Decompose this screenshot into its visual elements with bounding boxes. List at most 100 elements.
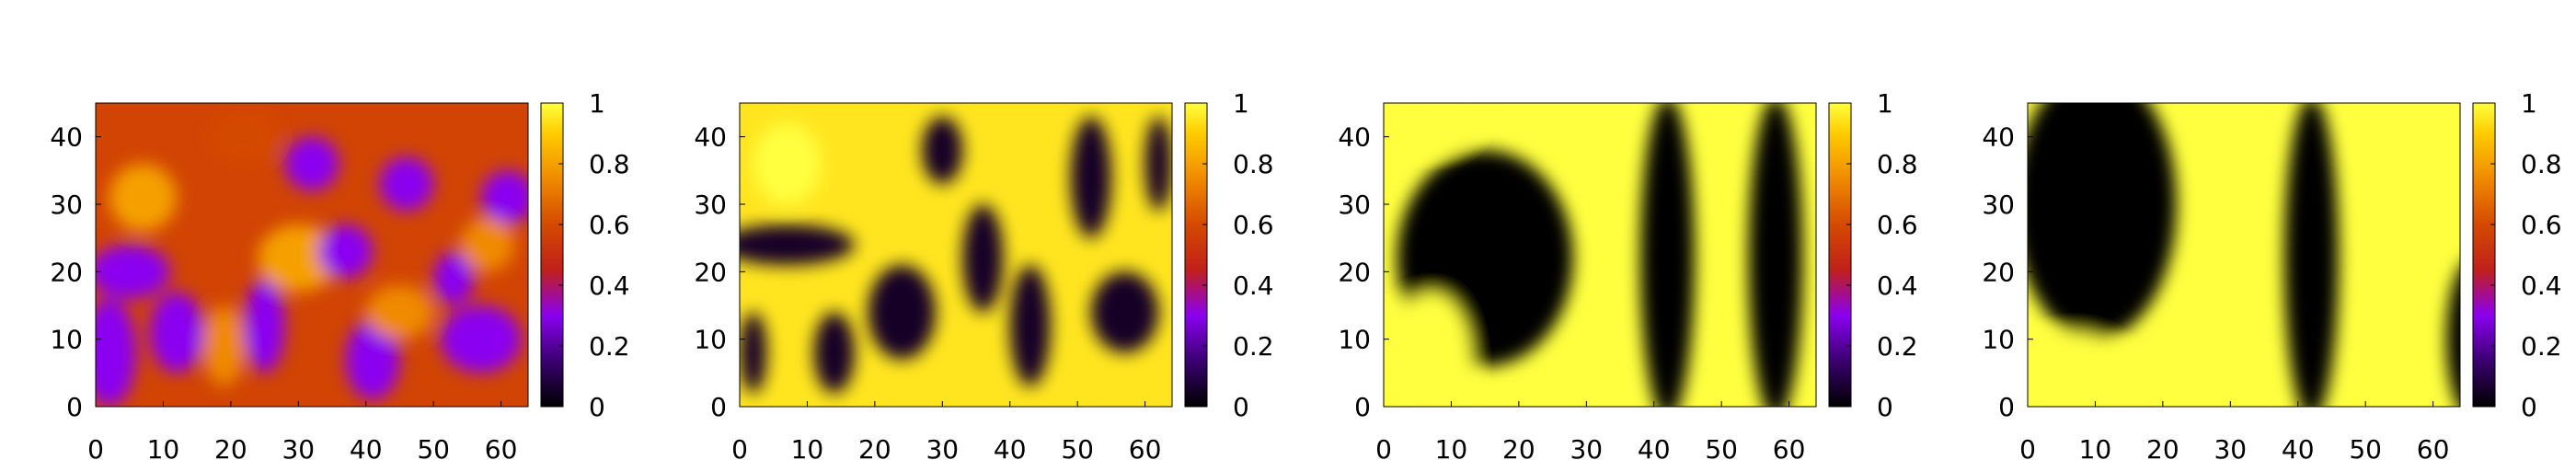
colorbar-gradient: [1828, 102, 1852, 408]
heatmap-field: [2028, 103, 2460, 407]
heatmap-field: [1384, 103, 1816, 407]
x-tick-label: 10: [1435, 434, 1468, 460]
heatmap-region-2: [740, 224, 855, 265]
x-tick-label: 60: [2417, 434, 2450, 460]
y-tick-label: 40: [1338, 122, 1371, 153]
x-tick-label: 50: [417, 434, 450, 460]
x-tick-label: 0: [731, 434, 748, 460]
x-tick-label: 40: [1638, 434, 1671, 460]
heatmap-region-7: [284, 136, 339, 191]
x-tick-label: 20: [858, 434, 891, 460]
heatmap-region-11: [379, 156, 434, 212]
x-tick-label: 30: [2214, 434, 2247, 460]
colorbar-tick-label: 0: [1877, 392, 1893, 422]
x-tick-label: 50: [1705, 434, 1738, 460]
x-tick-label: 20: [214, 434, 247, 460]
heatmap-region-10: [1090, 271, 1159, 353]
heatmap-panel-3: 0 10 20 30 40 50 60 0 10 20 30 40 0 0.2 0.4 0.6 0.8 1: [1338, 88, 1918, 460]
x-tick-label: 50: [2349, 434, 2382, 460]
heatmap-region-7: [962, 203, 1004, 313]
plot-frame: [1383, 102, 1817, 408]
x-tick-label: 40: [2282, 434, 2315, 460]
colorbar-tick-label: 0.4: [589, 270, 630, 301]
y-tick-label: 20: [1982, 257, 2015, 287]
heatmap-region-1: [2028, 103, 2177, 339]
colorbar-tick-label: 0.2: [2521, 331, 2562, 362]
heatmap-field: [740, 103, 1172, 407]
heatmap-region-3: [96, 298, 137, 407]
colorbar-tick-label: 0.4: [1233, 270, 1274, 301]
y-tick-label: 0: [1998, 392, 2015, 422]
y-tick-label: 30: [1338, 190, 1371, 220]
heatmap-region-17: [210, 109, 279, 164]
heatmap-region-1: [753, 123, 822, 204]
heatmap-field: [96, 103, 528, 407]
heatmap-region-16: [460, 217, 515, 272]
x-tick-label: 0: [1375, 434, 1392, 460]
heatmap-region-5: [203, 305, 245, 386]
y-tick-label: 0: [1354, 392, 1371, 422]
heatmap-region-6: [244, 278, 285, 374]
colorbar-tick-label: 1: [1877, 88, 1893, 119]
colorbar-tick-label: 0.4: [1877, 270, 1918, 301]
x-tick-label: 60: [485, 434, 518, 460]
colorbar-tick-label: 0.6: [1233, 210, 1274, 240]
heatmap-region-10: [345, 318, 400, 400]
heatmap-region-8: [258, 224, 339, 293]
y-tick-label: 20: [50, 257, 83, 287]
heatmap-region-14: [480, 170, 528, 224]
colorbar-tick-label: 0.2: [1877, 331, 1918, 362]
y-tick-label: 20: [1338, 257, 1371, 287]
heatmap-region-13: [440, 305, 522, 374]
plot-frame: [95, 102, 529, 408]
colorbar-gradient: [540, 102, 564, 408]
x-tick-label: 10: [791, 434, 824, 460]
heatmap-region-9: [1070, 116, 1111, 238]
x-tick-label: 30: [1570, 434, 1603, 460]
y-tick-label: 10: [694, 325, 727, 355]
heatmap-region-2: [2028, 332, 2136, 407]
y-tick-label: 0: [66, 392, 83, 422]
colorbar-tick-label: 0.8: [589, 149, 630, 179]
x-tick-label: 0: [2019, 434, 2036, 460]
colorbar-tick-label: 0.4: [2521, 270, 2562, 301]
colorbar-tick-label: 1: [2521, 88, 2537, 119]
heatmap-region-4: [868, 265, 936, 360]
colorbar-tick-label: 0.2: [1233, 331, 1274, 362]
y-tick-label: 10: [50, 325, 83, 355]
y-tick-label: 30: [50, 190, 83, 220]
colorbar-tick-label: 0.6: [2521, 210, 2562, 240]
heatmap-panel-4: 0 10 20 30 40 50 60 0 10 20 30 40 0 0.2 0.4 0.6 0.8 1: [1982, 88, 2562, 460]
heatmap-region-12: [433, 251, 475, 305]
heatmap-region-1: [109, 164, 178, 232]
colorbar: 0 0.2 0.4 0.6 0.8 1: [2472, 88, 2562, 422]
heatmap-region-8: [1009, 265, 1051, 386]
colorbar-tick-label: 0.6: [589, 210, 630, 240]
y-tick-label: 40: [50, 122, 83, 153]
y-tick-label: 10: [1982, 325, 2015, 355]
colorbar-gradient: [1184, 102, 1208, 408]
heatmap-region-3: [2284, 103, 2339, 407]
heatmap-region-3: [922, 116, 963, 184]
y-tick-label: 40: [694, 122, 727, 153]
y-tick-label: 10: [1338, 325, 1371, 355]
x-tick-label: 20: [1502, 434, 1535, 460]
colorbar: 0 0.2 0.4 0.6 0.8 1: [1828, 88, 1918, 422]
x-tick-label: 40: [994, 434, 1027, 460]
colorbar-tick-label: 1: [1233, 88, 1249, 119]
heatmap-region-6: [740, 312, 767, 394]
y-tick-label: 40: [1982, 122, 2015, 153]
colorbar-tick-label: 0.6: [1877, 210, 1918, 240]
heatmap-region-5: [813, 312, 855, 394]
colorbar: 0 0.2 0.4 0.6 0.8 1: [1184, 88, 1274, 422]
colorbar: 0 0.2 0.4 0.6 0.8 1: [540, 88, 630, 422]
heatmap-panel-1: 0 10 20 30 40 50 60 0 10 20 30 40 0 0.2 0.4 0.6 0.8 1: [50, 88, 629, 460]
heatmap-region-9: [318, 224, 374, 279]
heatmap-region-2: [96, 245, 170, 299]
heatmap-region-4: [149, 292, 204, 374]
x-tick-label: 10: [147, 434, 180, 460]
x-tick-label: 60: [1129, 434, 1162, 460]
plot-frame: [739, 102, 1173, 408]
colorbar-tick-label: 1: [589, 88, 605, 119]
